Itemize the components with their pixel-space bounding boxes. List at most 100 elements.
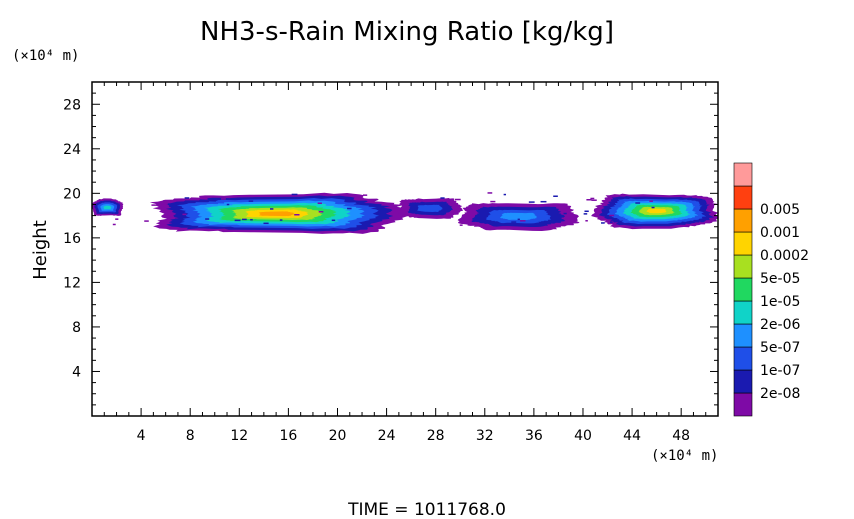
x-tick-label: 8 [186, 428, 195, 444]
y-tick-label: 24 [63, 142, 81, 158]
contour-speck [471, 220, 475, 223]
colorbar-swatch [733, 208, 753, 233]
x-tick-label: 36 [525, 428, 543, 444]
colorbar-swatch [733, 346, 753, 371]
contour-speck [291, 193, 298, 196]
contour-region [397, 198, 464, 219]
contour-speck [601, 222, 605, 224]
contour-speck [586, 199, 592, 201]
contour-level [417, 204, 443, 212]
y-unit-label: (×10⁴ m) [12, 48, 79, 64]
contour-speck [649, 200, 653, 202]
contour-speck [585, 220, 588, 222]
time-footer: TIME = 1011768.0 [347, 500, 506, 519]
contour-region [591, 193, 718, 230]
contour-speck [115, 218, 119, 220]
contour-speck [205, 218, 210, 220]
colorbar-label: 5e-05 [760, 271, 800, 287]
y-tick-label: 16 [63, 231, 81, 247]
x-tick-label: 48 [672, 428, 690, 444]
colorbar-label: 0.005 [760, 202, 800, 218]
contour-level [103, 205, 112, 210]
contour-speck [528, 201, 535, 203]
colorbar-swatch [733, 231, 753, 256]
contour-speck [517, 218, 520, 221]
contour-speck [221, 198, 226, 200]
plot-frame [91, 81, 719, 417]
contour-speck [362, 194, 368, 196]
contour-level [258, 211, 295, 217]
contour-speck [591, 199, 597, 201]
contour-speck [561, 217, 565, 220]
x-unit-label: (×10⁴ m) [651, 448, 718, 464]
contour-speck [234, 219, 241, 222]
contour-speck [453, 213, 459, 215]
colorbar-swatch [733, 254, 753, 279]
y-tick-label: 20 [63, 186, 81, 202]
contour-region [457, 203, 580, 231]
contour-speck [520, 220, 526, 222]
contour-speck [517, 204, 520, 207]
contour-speck [318, 211, 324, 213]
contour-level [646, 208, 667, 214]
contour-speck [144, 220, 149, 222]
contour-speck [263, 222, 269, 225]
y-axis-label: Height [30, 220, 51, 280]
contour-speck [440, 197, 445, 199]
contour-speck [553, 195, 558, 197]
contour-speck [182, 213, 187, 216]
contour-speck [454, 198, 461, 201]
contour-speck [215, 199, 218, 201]
x-tick-label: 4 [137, 428, 146, 444]
y-tick-label: 8 [72, 320, 81, 336]
contour-speck [511, 221, 517, 223]
contour-speck [294, 213, 300, 216]
colorbar-label: 0.001 [760, 225, 800, 241]
colorbar-swatch [733, 323, 753, 348]
colorbar-swatch [733, 185, 753, 210]
contour-speck [161, 203, 168, 205]
contour-speck [163, 200, 167, 202]
contour-speck [331, 219, 336, 222]
y-tick-label: 12 [63, 275, 81, 291]
contour-speck [563, 212, 567, 215]
contour-speck [270, 208, 274, 210]
colorbar-swatch [733, 300, 753, 325]
x-tick-label: 28 [427, 428, 445, 444]
contour-speck [226, 203, 230, 206]
contour-region [92, 198, 124, 216]
colorbar-label: 1e-05 [760, 294, 800, 310]
contour-speck [317, 202, 322, 205]
colorbar: 2e-08 1e-07 5e-07 2e-06 1e-05 5e-05 0.0002 0.00… [733, 162, 809, 417]
contour-speck [151, 204, 157, 206]
x-tick-label: 32 [476, 428, 494, 444]
x-tick-label: 16 [279, 428, 297, 444]
contour-speck [584, 210, 589, 213]
colorbar-label: 0.0002 [760, 248, 809, 264]
colorbar-label: 1e-07 [760, 363, 800, 379]
x-tick-label: 24 [378, 428, 396, 444]
contour-speck [590, 197, 595, 200]
chart-title: NH3-s-Rain Mixing Ratio [kg/kg] [200, 17, 614, 47]
contour-speck [635, 202, 641, 204]
contour-speck [583, 213, 588, 215]
colorbar-swatch [733, 369, 753, 394]
contour-speck [487, 192, 493, 194]
contour-speck [175, 218, 179, 221]
contour-speck [609, 214, 615, 217]
contour-level [500, 212, 537, 221]
contour-speck [112, 223, 116, 226]
contour-speck [459, 224, 463, 226]
contour-speck [503, 193, 507, 196]
x-tick-label: 40 [574, 428, 592, 444]
contour-speck [279, 219, 283, 221]
x-tick-label: 12 [230, 428, 248, 444]
contour-speck [184, 197, 190, 199]
contour-speck [250, 218, 253, 221]
y-tick-label: 4 [72, 364, 81, 380]
contour-speck [347, 207, 352, 210]
contour-speck [159, 207, 163, 210]
colorbar-swatch [733, 277, 753, 302]
